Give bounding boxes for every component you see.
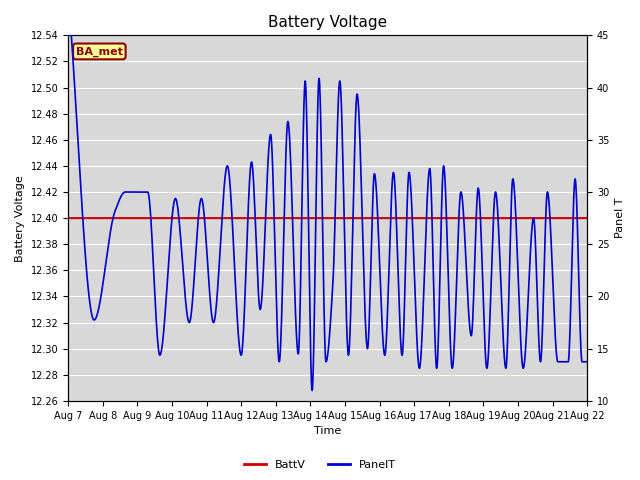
Legend: BattV, PanelT: BattV, PanelT — [239, 456, 401, 474]
Y-axis label: Battery Voltage: Battery Voltage — [15, 175, 25, 262]
X-axis label: Time: Time — [314, 426, 341, 436]
Text: BA_met: BA_met — [76, 46, 123, 57]
Y-axis label: Panel T: Panel T — [615, 198, 625, 239]
Title: Battery Voltage: Battery Voltage — [268, 15, 387, 30]
